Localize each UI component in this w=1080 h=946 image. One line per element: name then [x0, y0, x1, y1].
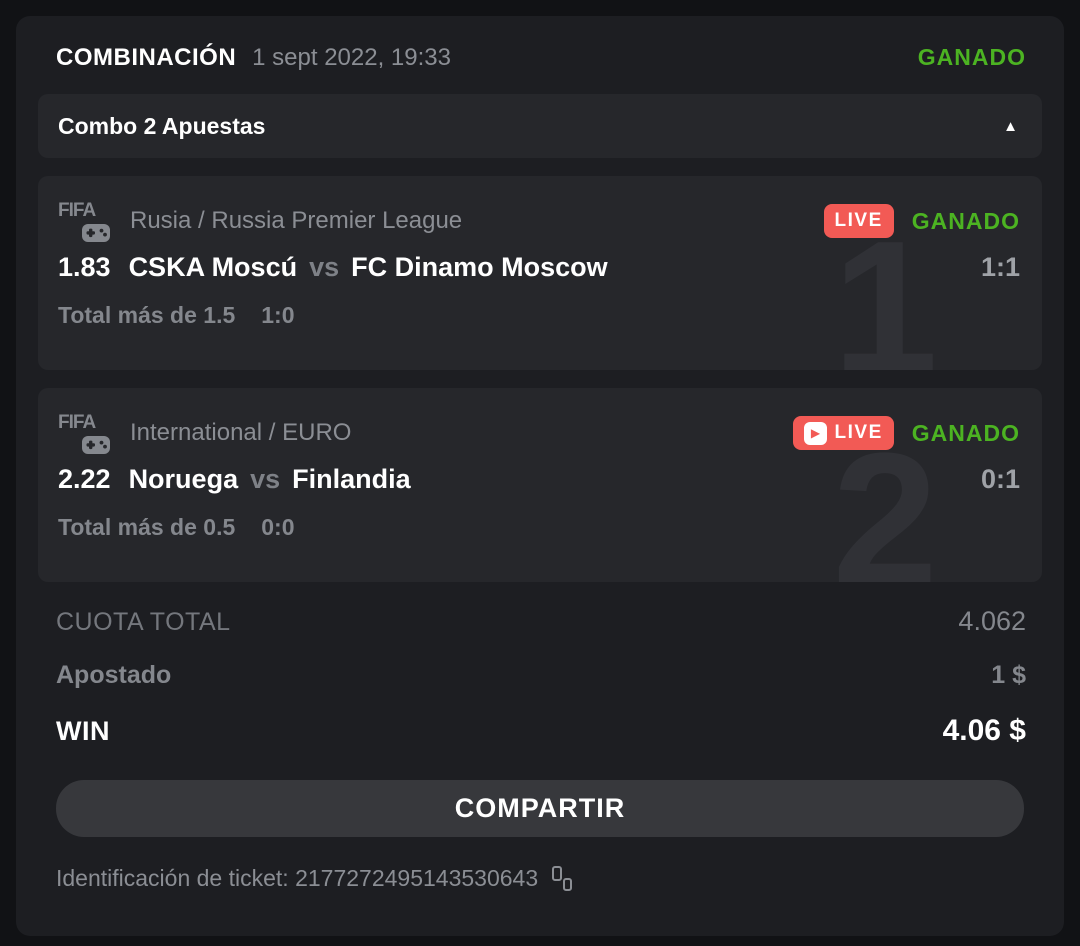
- bet-type-label: COMBINACIÓN: [56, 44, 237, 71]
- bet-card-1: 1 FIFA Rusia / Russia Premier League: [38, 176, 1042, 370]
- win-value: 4.06 $: [942, 714, 1026, 747]
- league-name: Rusia / Russia Premier League: [130, 207, 463, 234]
- stake-label: Apostado: [56, 661, 172, 689]
- share-button[interactable]: COMPARTIR: [56, 780, 1024, 837]
- bet-index-watermark: 1: [832, 202, 938, 370]
- fifa-icon-label: FIFA: [58, 200, 96, 221]
- play-icon: ▶: [803, 421, 827, 445]
- vs-label: vs: [250, 463, 281, 494]
- market-row: Total más de 1.5 1:0: [58, 302, 1020, 329]
- fifa-esports-icon: FIFA: [58, 200, 116, 242]
- ticket-id-value: 2177272495143530643: [295, 865, 539, 891]
- badges: ▶ LIVE GANADO: [792, 416, 1020, 450]
- league-left: FIFA Rusia / Russia Premier League: [58, 200, 462, 242]
- fifa-esports-icon: FIFA: [58, 412, 116, 454]
- match-score: 0:1: [980, 463, 1020, 494]
- total-odds-label: CUOTA TOTAL: [56, 608, 231, 636]
- gamepad-icon: [82, 224, 110, 242]
- copy-icon[interactable]: [552, 866, 573, 891]
- chevron-up-icon: ▲: [1003, 117, 1018, 135]
- match-row: 2.22 Noruega vs Finlandia 0:1: [58, 462, 1020, 496]
- match-score: 1:1: [980, 251, 1020, 282]
- ticket-header-left: COMBINACIÓN 1 sept 2022, 19:33: [56, 44, 451, 72]
- league-row: FIFA International / EURO ▶ L: [58, 412, 1020, 454]
- ticket-id-row: Identificación de ticket: 21772724951435…: [56, 865, 1024, 892]
- bet-datetime: 1 sept 2022, 19:33: [252, 44, 451, 71]
- summary-row-win: WIN 4.06 $: [56, 714, 1026, 748]
- combo-toggle[interactable]: Combo 2 Apuestas ▲: [38, 94, 1042, 158]
- gamepad-icon: [82, 436, 110, 454]
- odds-value: 1.83: [58, 251, 111, 282]
- home-team: Noruega: [128, 463, 239, 494]
- live-badge: LIVE: [823, 204, 894, 238]
- ticket-id-text: Identificación de ticket: 21772724951435…: [56, 865, 538, 892]
- home-team: CSKA Moscú: [128, 251, 298, 282]
- win-label: WIN: [56, 716, 110, 746]
- market-score: 1:0: [261, 302, 295, 328]
- summary-section: CUOTA TOTAL 4.062 Apostado 1 $ WIN 4.06 …: [56, 606, 1026, 748]
- summary-row-total-odds: CUOTA TOTAL 4.062: [56, 606, 1026, 637]
- ticket-header: COMBINACIÓN 1 sept 2022, 19:33 GANADO: [56, 44, 1026, 72]
- market-row: Total más de 0.5 0:0: [58, 514, 1020, 541]
- fifa-icon-label: FIFA: [58, 412, 96, 433]
- odds-value: 2.22: [58, 463, 111, 494]
- combo-label: Combo 2 Apuestas: [58, 112, 266, 139]
- stake-value: 1 $: [991, 661, 1026, 689]
- market-score: 0:0: [261, 514, 295, 540]
- league-name: International / EURO: [130, 419, 352, 446]
- match-name: 1.83 CSKA Moscú vs FC Dinamo Moscow: [58, 252, 608, 283]
- play-glyph: ▶: [810, 426, 821, 440]
- ticket-status-badge: GANADO: [917, 44, 1026, 70]
- away-team: Finlandia: [292, 463, 411, 494]
- live-label: LIVE: [834, 422, 883, 443]
- ticket-id-label: Identificación de ticket:: [56, 865, 289, 891]
- badges: LIVE GANADO: [823, 204, 1020, 238]
- match-row: 1.83 CSKA Moscú vs FC Dinamo Moscow 1:1: [58, 250, 1020, 284]
- league-left: FIFA International / EURO: [58, 412, 351, 454]
- bet-status-badge: GANADO: [911, 419, 1020, 446]
- league-row: FIFA Rusia / Russia Premier League LIVE …: [58, 200, 1020, 242]
- total-odds-value: 4.062: [958, 606, 1026, 636]
- bet-index-watermark: 2: [832, 414, 938, 582]
- away-team: FC Dinamo Moscow: [351, 251, 608, 282]
- live-stream-badge[interactable]: ▶ LIVE: [792, 416, 894, 450]
- bet-ticket-card: COMBINACIÓN 1 sept 2022, 19:33 GANADO Co…: [16, 16, 1064, 936]
- bet-status-badge: GANADO: [911, 207, 1020, 234]
- live-label: LIVE: [834, 210, 883, 231]
- market-label: Total más de 1.5: [58, 302, 236, 328]
- bet-card-2: 2 FIFA International / EURO: [38, 388, 1042, 582]
- summary-row-stake: Apostado 1 $: [56, 661, 1026, 690]
- market-label: Total más de 0.5: [58, 514, 236, 540]
- match-name: 2.22 Noruega vs Finlandia: [58, 464, 411, 495]
- vs-label: vs: [309, 251, 340, 282]
